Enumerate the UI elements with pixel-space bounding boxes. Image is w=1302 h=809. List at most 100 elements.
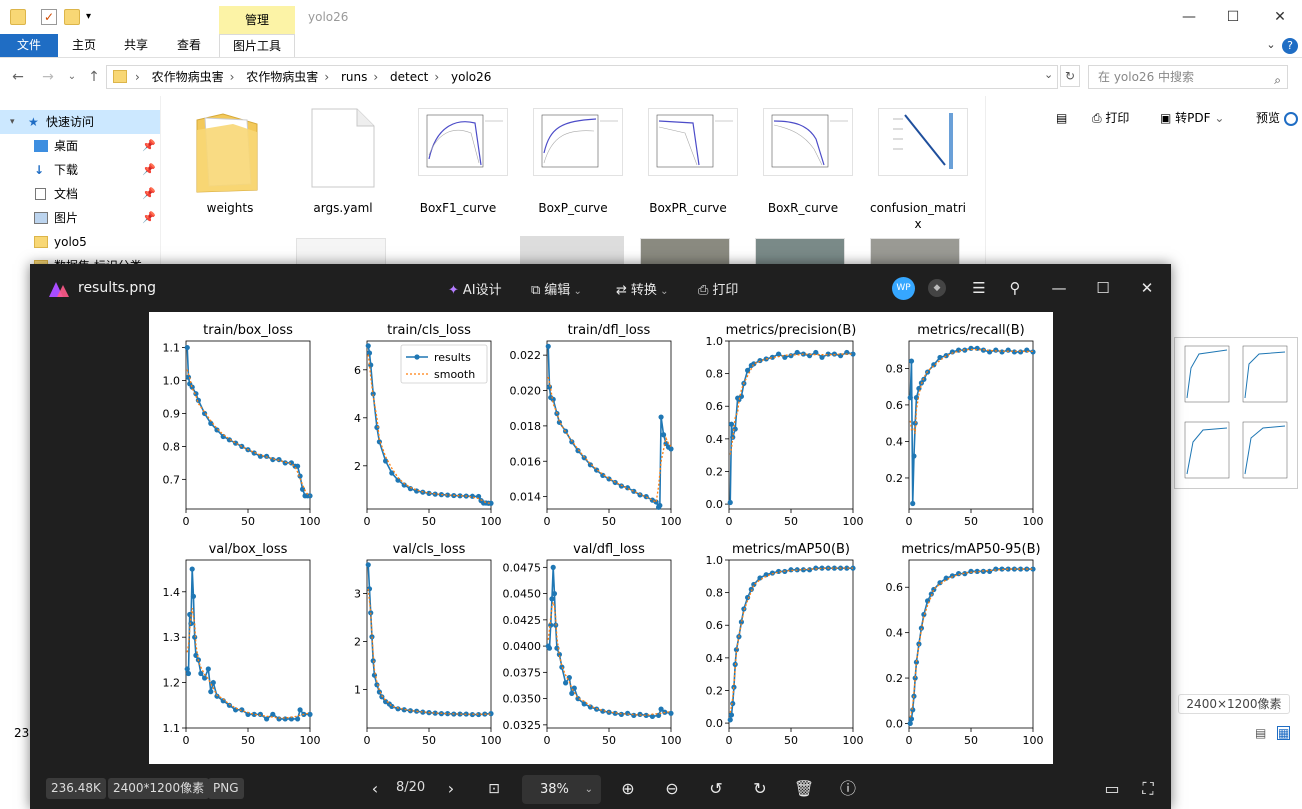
minimize-icon[interactable]: — (1051, 279, 1067, 297)
up-icon[interactable]: ↑ (88, 69, 100, 85)
data-point (1030, 566, 1036, 572)
tab-home[interactable]: 主页 (71, 38, 96, 52)
image-thumbnail[interactable] (520, 236, 624, 266)
breadcrumb-item[interactable]: 农作物病虫害 (246, 70, 319, 84)
help-icon[interactable]: ? (1282, 38, 1298, 54)
sidebar-item-pictures[interactable]: 图片 📌 (0, 206, 160, 230)
data-point (918, 625, 925, 631)
pdf-icon: ▣ (1160, 111, 1176, 125)
chevron-down-icon[interactable]: ▾ (10, 117, 15, 127)
sidebar-item-desktop[interactable]: 桌面 📌 (0, 134, 160, 158)
maximize-icon[interactable]: ☐ (1226, 9, 1240, 25)
data-point (556, 651, 562, 658)
back-icon[interactable]: ← (12, 69, 24, 85)
image-thumbnail[interactable] (755, 238, 845, 268)
chart-title: metrics/mAP50-95(B) (901, 542, 1040, 557)
rotate-left-icon[interactable]: ↺ (709, 779, 723, 798)
zoom-out-icon[interactable]: ⊖ (665, 779, 679, 798)
context-tab-manage[interactable]: 管理 (219, 6, 295, 34)
sidebar-item-downloads[interactable]: ↓ 下载 📌 (0, 158, 160, 182)
sidebar-item-yolo5[interactable]: yolo5 (0, 230, 160, 254)
properties-icon[interactable]: ✓ (41, 9, 57, 25)
refresh-icon[interactable]: ↻ (1060, 65, 1080, 87)
file-item[interactable]: BoxPR_curve (638, 98, 738, 228)
previous-icon[interactable]: ‹ (371, 779, 379, 798)
pin-icon[interactable]: 📌 (142, 163, 156, 176)
close-icon[interactable]: ✕ (1274, 9, 1286, 25)
breadcrumb-item[interactable]: detect (390, 70, 429, 84)
address-bar[interactable]: › 农作物病虫害 › 农作物病虫害 › runs › detect › yolo26 (106, 65, 1058, 89)
info-icon[interactable]: ⓘ (839, 779, 856, 798)
thumbnail-strip-icon[interactable]: ▭ (1104, 779, 1120, 798)
image-thumbnail[interactable] (296, 238, 386, 268)
menu-icon[interactable]: ☰ (972, 279, 986, 297)
preview-button[interactable]: 预览 (1256, 108, 1298, 128)
large-icons-view-icon[interactable]: ▦ (1277, 726, 1291, 740)
breadcrumb-item[interactable]: runs (340, 70, 368, 84)
folder-icon (10, 9, 26, 25)
tab-view[interactable]: 查看 (176, 38, 201, 52)
data-point (1005, 347, 1011, 353)
file-item[interactable]: weights (180, 98, 280, 228)
file-name: weights (206, 201, 254, 215)
zoom-in-icon[interactable]: ⊕ (621, 779, 635, 798)
ai-design-button[interactable]: ✦ AI设计 (448, 279, 502, 298)
data-point (625, 710, 631, 716)
avatar[interactable]: WP (892, 277, 915, 300)
zoom-select[interactable]: 38% ⌄ (522, 775, 601, 804)
file-item[interactable]: args.yaml (293, 98, 393, 228)
chevron-down-icon[interactable]: ⌄ (1266, 38, 1276, 51)
search-input[interactable]: 在 yolo26 中搜索 ⌕ (1088, 65, 1288, 89)
data-point (276, 716, 282, 722)
membership-badge-icon[interactable]: ◆ (928, 279, 946, 297)
close-icon[interactable]: ✕ (1140, 279, 1154, 297)
data-point (649, 713, 655, 720)
data-point (910, 500, 916, 507)
file-item[interactable]: confusion_matrix (868, 98, 968, 238)
tab-share[interactable]: 共享 (123, 38, 148, 52)
print-button[interactable]: ⎙ 打印 (698, 279, 738, 298)
file-name: BoxF1_curve (419, 201, 497, 215)
data-point (457, 711, 463, 717)
new-folder-icon[interactable] (64, 9, 80, 25)
data-point (643, 494, 649, 500)
tab-picture-tools[interactable]: 图片工具 (219, 34, 295, 57)
address-dropdown-icon[interactable]: ⌄ (1044, 68, 1054, 81)
sidebar-item-documents[interactable]: 文档 📌 (0, 182, 160, 206)
actual-size-icon[interactable]: ⊡ (488, 781, 500, 797)
data-point (937, 580, 943, 586)
file-item[interactable]: BoxF1_curve (408, 98, 508, 228)
convert-pdf-button[interactable]: ▣ 转PDF ⌄ (1160, 111, 1225, 125)
details-pane-icon[interactable]: ▤ (1056, 111, 1068, 125)
rotate-right-icon[interactable]: ↻ (753, 779, 767, 798)
tab-file[interactable]: 文件 (0, 34, 58, 57)
data-point (968, 568, 974, 574)
data-point (612, 710, 618, 716)
fullscreen-icon[interactable]: ⛶ (1142, 779, 1154, 798)
print-button[interactable]: ⎙ 打印 (1092, 108, 1129, 128)
maximize-icon[interactable]: ☐ (1096, 279, 1110, 297)
convert-button[interactable]: ⇄ 转换 ⌄ (616, 283, 669, 298)
data-point (943, 353, 949, 359)
forward-icon[interactable]: → (42, 69, 54, 85)
minimize-icon[interactable]: — (1182, 9, 1196, 25)
recent-dropdown-icon[interactable]: ⌄ (67, 71, 77, 82)
file-item[interactable]: BoxP_curve (523, 98, 623, 228)
details-view-icon[interactable]: ▤ (1255, 726, 1267, 740)
breadcrumb-item[interactable]: 农作物病虫害 (151, 70, 224, 84)
pin-icon[interactable]: ⚲ (1009, 279, 1021, 297)
view-mode-toggle[interactable]: ▤ ▦ (1255, 726, 1299, 742)
delete-icon[interactable]: 🗑 (793, 779, 815, 798)
pin-icon[interactable]: 📌 (142, 187, 156, 200)
next-icon[interactable]: › (447, 779, 455, 798)
breadcrumb-item[interactable]: yolo26 (451, 70, 492, 84)
quick-access-dropdown-icon[interactable]: ▾ (86, 11, 92, 22)
edit-button[interactable]: ⧉ 编辑 ⌄ (531, 283, 582, 298)
file-item[interactable]: BoxR_curve (753, 98, 853, 228)
image-thumbnail[interactable] (870, 238, 960, 268)
data-point (401, 707, 407, 713)
sidebar-item-quick-access[interactable]: ▾ ★ 快速访问 (0, 110, 160, 134)
pin-icon[interactable]: 📌 (142, 139, 156, 152)
pin-icon[interactable]: 📌 (142, 211, 156, 224)
data-point (214, 427, 220, 433)
